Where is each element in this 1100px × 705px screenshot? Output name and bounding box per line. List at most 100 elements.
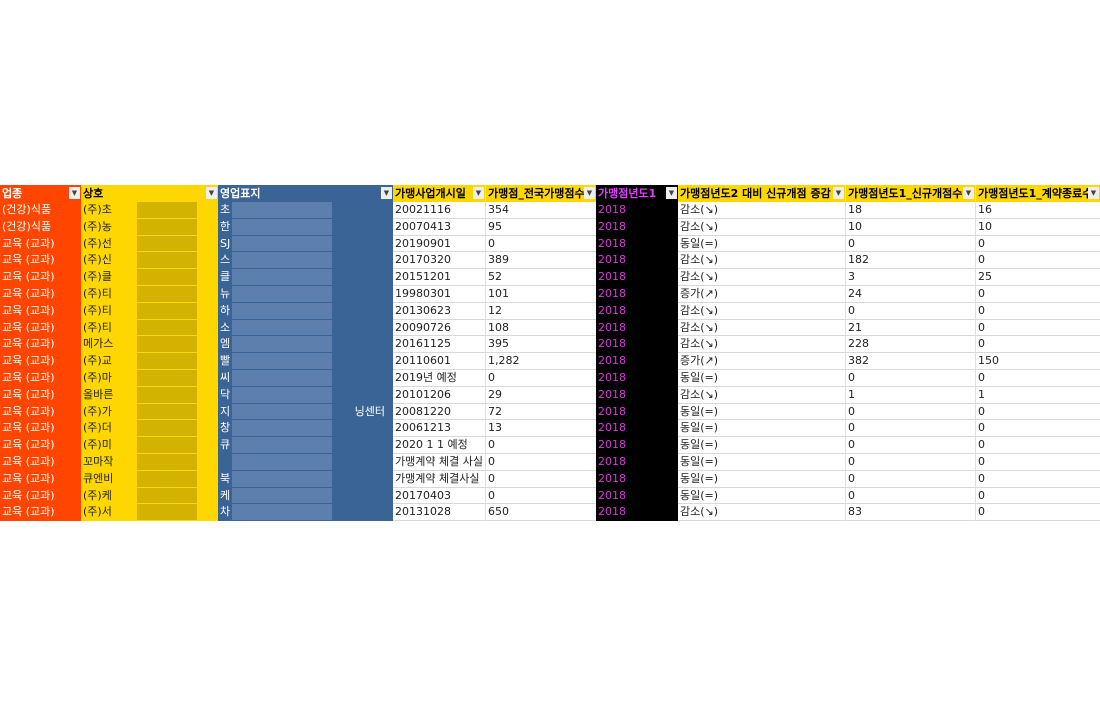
filter-dropdown-icon[interactable]: ▼ <box>206 187 217 199</box>
cell-brand[interactable]: 엠 <box>218 336 393 354</box>
cell-terminated[interactable]: 0 <box>975 319 1100 337</box>
cell-new-stores[interactable]: 0 <box>845 403 975 421</box>
cell-year1[interactable]: 2018 <box>596 420 678 438</box>
cell-terminated[interactable]: 1 <box>975 386 1100 404</box>
cell-terminated[interactable]: 0 <box>975 235 1100 253</box>
cell-industry[interactable]: 교육 (교과) <box>0 302 81 320</box>
cell-store-count[interactable]: 354 <box>485 202 596 219</box>
cell-industry[interactable]: 교육 (교과) <box>0 285 81 303</box>
cell-store-count[interactable]: 29 <box>485 386 596 404</box>
cell-new-stores[interactable]: 83 <box>845 504 975 522</box>
cell-terminated[interactable]: 0 <box>975 453 1100 471</box>
cell-industry[interactable]: (건강)식품 <box>0 202 81 219</box>
cell-industry[interactable]: 교육 (교과) <box>0 252 81 270</box>
cell-new-stores[interactable]: 3 <box>845 269 975 286</box>
cell-start-date[interactable]: 20190901 <box>393 236 485 253</box>
cell-terminated[interactable]: 0 <box>975 369 1100 387</box>
cell-new-stores[interactable]: 18 <box>845 202 975 219</box>
cell-terminated[interactable]: 0 <box>975 336 1100 354</box>
cell-terminated[interactable]: 150 <box>975 353 1100 370</box>
cell-change[interactable]: 감소(↘) <box>678 320 845 337</box>
cell-terminated[interactable]: 0 <box>975 285 1100 303</box>
cell-company-name[interactable]: (주)신 <box>81 252 218 270</box>
filter-dropdown-icon[interactable]: ▼ <box>666 187 677 199</box>
cell-year1[interactable]: 2018 <box>596 504 678 522</box>
cell-store-count[interactable]: 0 <box>485 235 596 253</box>
cell-change[interactable]: 증가(↗) <box>678 353 845 370</box>
filter-dropdown-icon[interactable]: ▼ <box>833 187 844 199</box>
cell-year1[interactable]: 2018 <box>596 319 678 337</box>
cell-start-date[interactable]: 2020 1 1 예정 <box>393 437 485 454</box>
cell-terminated[interactable]: 0 <box>975 470 1100 488</box>
cell-store-count[interactable]: 389 <box>485 252 596 270</box>
cell-brand[interactable]: 차 <box>218 504 393 522</box>
cell-store-count[interactable]: 101 <box>485 285 596 303</box>
cell-store-count[interactable]: 108 <box>485 319 596 337</box>
cell-change[interactable]: 동일(=) <box>678 370 845 387</box>
cell-new-stores[interactable]: 0 <box>845 235 975 253</box>
cell-change[interactable]: 감소(↘) <box>678 219 845 236</box>
cell-brand[interactable]: 소 <box>218 319 393 337</box>
cell-change[interactable]: 감소(↘) <box>678 504 845 522</box>
cell-terminated[interactable]: 0 <box>975 420 1100 438</box>
cell-year1[interactable]: 2018 <box>596 453 678 471</box>
cell-industry[interactable]: 교육 (교과) <box>0 420 81 438</box>
cell-store-count[interactable]: 95 <box>485 218 596 236</box>
cell-start-date[interactable]: 19980301 <box>393 286 485 303</box>
cell-brand[interactable]: 하 <box>218 302 393 320</box>
cell-industry[interactable]: 교육 (교과) <box>0 336 81 354</box>
cell-terminated[interactable]: 0 <box>975 487 1100 505</box>
cell-brand[interactable]: SJ <box>218 235 393 253</box>
cell-start-date[interactable]: 20081220 <box>393 404 485 421</box>
cell-brand[interactable]: 한 <box>218 218 393 236</box>
cell-terminated[interactable]: 16 <box>975 202 1100 219</box>
cell-start-date[interactable]: 20061213 <box>393 420 485 438</box>
cell-industry[interactable]: 교육 (교과) <box>0 470 81 488</box>
cell-brand[interactable]: 초 <box>218 202 393 219</box>
filter-dropdown-icon[interactable]: ▼ <box>963 187 974 199</box>
cell-terminated[interactable]: 0 <box>975 403 1100 421</box>
cell-store-count[interactable]: 72 <box>485 403 596 421</box>
cell-new-stores[interactable]: 21 <box>845 319 975 337</box>
cell-start-date[interactable]: 20151201 <box>393 269 485 286</box>
cell-brand[interactable] <box>218 453 393 471</box>
cell-new-stores[interactable]: 0 <box>845 302 975 320</box>
cell-start-date[interactable]: 가맹계약 체결 사실 <box>393 454 485 471</box>
cell-change[interactable]: 동일(=) <box>678 471 845 488</box>
cell-company-name[interactable]: (주)케 <box>81 487 218 505</box>
cell-new-stores[interactable]: 382 <box>845 353 975 370</box>
cell-start-date[interactable]: 20101206 <box>393 387 485 404</box>
cell-start-date[interactable]: 20170403 <box>393 488 485 505</box>
filter-dropdown-icon[interactable]: ▼ <box>69 187 80 199</box>
filter-dropdown-icon[interactable]: ▼ <box>1088 187 1099 199</box>
cell-new-stores[interactable]: 0 <box>845 369 975 387</box>
cell-store-count[interactable]: 52 <box>485 269 596 286</box>
cell-change[interactable]: 감소(↘) <box>678 336 845 354</box>
cell-start-date[interactable]: 가맹계약 체결사실 <box>393 471 485 488</box>
cell-company-name[interactable]: (주)더 <box>81 420 218 438</box>
cell-brand[interactable]: 클 <box>218 269 393 286</box>
cell-terminated[interactable]: 0 <box>975 302 1100 320</box>
cell-industry[interactable]: 교육 (교과) <box>0 353 81 370</box>
filter-dropdown-icon[interactable]: ▼ <box>584 187 595 199</box>
cell-brand[interactable]: 뉴 <box>218 285 393 303</box>
cell-year1[interactable]: 2018 <box>596 252 678 270</box>
cell-company-name[interactable]: 메가스 <box>81 336 218 354</box>
cell-year1[interactable]: 2018 <box>596 336 678 354</box>
cell-store-count[interactable]: 1,282 <box>485 353 596 370</box>
cell-industry[interactable]: 교육 (교과) <box>0 386 81 404</box>
cell-brand[interactable]: 씨 <box>218 369 393 387</box>
cell-start-date[interactable]: 20170320 <box>393 252 485 270</box>
cell-new-stores[interactable]: 0 <box>845 453 975 471</box>
cell-year1[interactable]: 2018 <box>596 285 678 303</box>
cell-industry[interactable]: 교육 (교과) <box>0 437 81 454</box>
cell-company-name[interactable]: (주)가 <box>81 403 218 421</box>
cell-new-stores[interactable]: 0 <box>845 487 975 505</box>
cell-brand[interactable]: 닥 <box>218 386 393 404</box>
cell-terminated[interactable]: 0 <box>975 437 1100 454</box>
cell-start-date[interactable]: 20110601 <box>393 353 485 370</box>
cell-year1[interactable]: 2018 <box>596 235 678 253</box>
cell-start-date[interactable]: 20161125 <box>393 336 485 354</box>
cell-new-stores[interactable]: 10 <box>845 218 975 236</box>
cell-store-count[interactable]: 395 <box>485 336 596 354</box>
